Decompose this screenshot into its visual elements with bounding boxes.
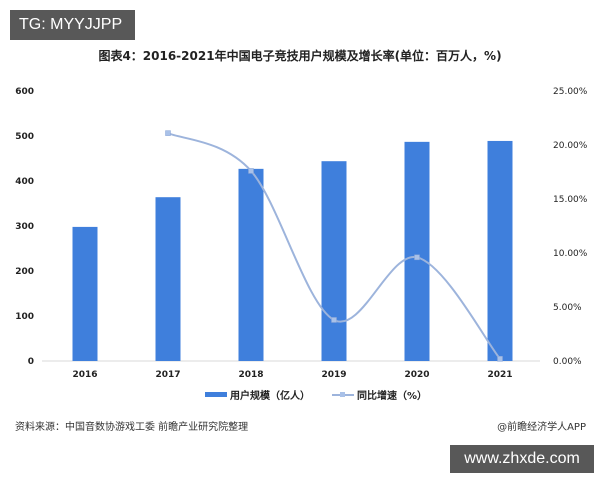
legend-bar-swatch [205,392,227,397]
right-tick-label: 0.00% [553,357,582,367]
x-tick-label: 2017 [155,370,180,380]
right-tick-label: 5.00% [553,303,582,313]
legend-line-swatch [332,391,354,397]
right-tick-label: 25.00% [553,87,588,97]
bar [72,226,98,361]
left-tick-label: 500 [15,132,34,142]
legend-bar-label: 用户规模（亿人） [230,391,310,402]
left-tick-label: 300 [15,222,34,232]
right-axis: 0.00% 5.00% 10.00% 15.00% 20.00% 25.00% [553,87,588,367]
x-tick-label: 2018 [238,370,263,380]
x-tick-label: 2019 [321,370,346,380]
bar [238,168,264,361]
line-marker [414,254,420,261]
left-tick-label: 600 [15,87,34,97]
right-tick-label: 15.00% [553,195,588,205]
watermark-top: TG: MYYJJPP [10,10,135,40]
bar [155,197,181,361]
bar [404,141,430,361]
left-tick-label: 400 [15,177,34,187]
left-axis: 0 100 200 300 400 500 600 [15,87,34,367]
source-note: 资料来源：中国音数协游戏工委 前瞻产业研究院整理 [15,422,249,433]
chart-title: 图表4：2016-2021年中国电子竞技用户规模及增长率(单位：百万人，%) [98,49,502,63]
line-marker [331,317,337,323]
bar-series [72,140,513,361]
x-tick-label: 2021 [487,370,512,380]
line-marker [497,356,503,362]
bar [487,140,513,361]
left-tick-label: 100 [15,312,34,322]
watermark-bottom: www.zhxde.com [450,445,594,473]
credit-note: @前瞻经济学人APP [497,422,586,433]
bar [321,161,347,361]
right-tick-label: 20.00% [553,141,588,151]
legend-line-label: 同比增速（%） [357,391,428,402]
line-series [165,130,503,362]
line-marker [248,168,254,174]
x-axis: 2016 2017 2018 2019 2020 2021 [72,370,512,380]
legend: 用户规模（亿人） 同比增速（%） [205,387,427,402]
left-tick-label: 0 [28,357,34,367]
left-tick-label: 200 [15,267,34,277]
line-marker [165,130,171,136]
x-tick-label: 2020 [404,370,429,380]
right-tick-label: 10.00% [553,249,588,259]
x-tick-label: 2016 [72,370,97,380]
